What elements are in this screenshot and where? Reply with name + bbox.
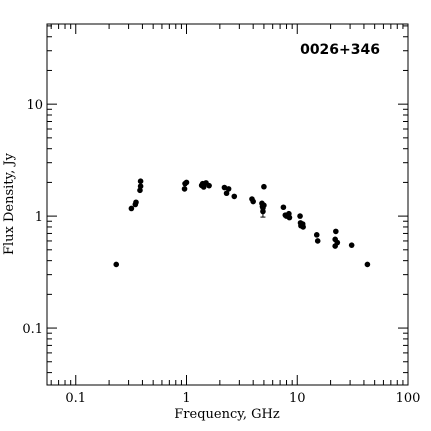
x-tick-label: 0.1 xyxy=(65,391,86,406)
data-point xyxy=(348,242,355,248)
data-point xyxy=(113,261,120,268)
x-tick-label: 100 xyxy=(396,391,421,406)
data-point xyxy=(225,186,232,192)
tick-labels: 0.1 1 10 100 0.1 1 10 xyxy=(22,98,420,406)
data-point xyxy=(314,238,321,244)
data-point xyxy=(297,213,303,219)
data-point xyxy=(280,204,287,211)
y-tick-label: 10 xyxy=(26,98,43,113)
x-tick-label: 1 xyxy=(182,391,190,406)
x-axis-label: Frequency, GHz xyxy=(174,407,280,422)
y-tick-label: 1 xyxy=(35,210,43,225)
data-point xyxy=(250,198,256,205)
data-point xyxy=(137,187,143,194)
data-point xyxy=(128,205,135,212)
data-points xyxy=(113,178,371,268)
y-axis-label: Flux Density, Jy xyxy=(2,152,17,255)
data-point xyxy=(200,184,207,190)
y-tick-label: 0.1 xyxy=(22,322,43,337)
source-name: 0026+346 xyxy=(300,42,380,58)
axis-ticks xyxy=(47,24,409,385)
data-point xyxy=(137,183,144,189)
data-point xyxy=(181,186,188,192)
data-point xyxy=(364,261,371,268)
data-point xyxy=(231,193,238,200)
data-point xyxy=(286,214,293,221)
data-point xyxy=(206,182,212,189)
data-point xyxy=(300,224,306,230)
data-point xyxy=(183,179,190,186)
plot-frame xyxy=(46,23,409,386)
data-point xyxy=(313,232,320,238)
data-point xyxy=(260,208,266,215)
data-point xyxy=(137,178,144,185)
data-point xyxy=(334,239,341,246)
data-point xyxy=(261,202,267,209)
data-point xyxy=(333,228,339,235)
data-point xyxy=(261,183,267,190)
x-tick-label: 10 xyxy=(289,391,306,406)
data-point xyxy=(133,199,139,206)
data-point xyxy=(223,190,230,197)
